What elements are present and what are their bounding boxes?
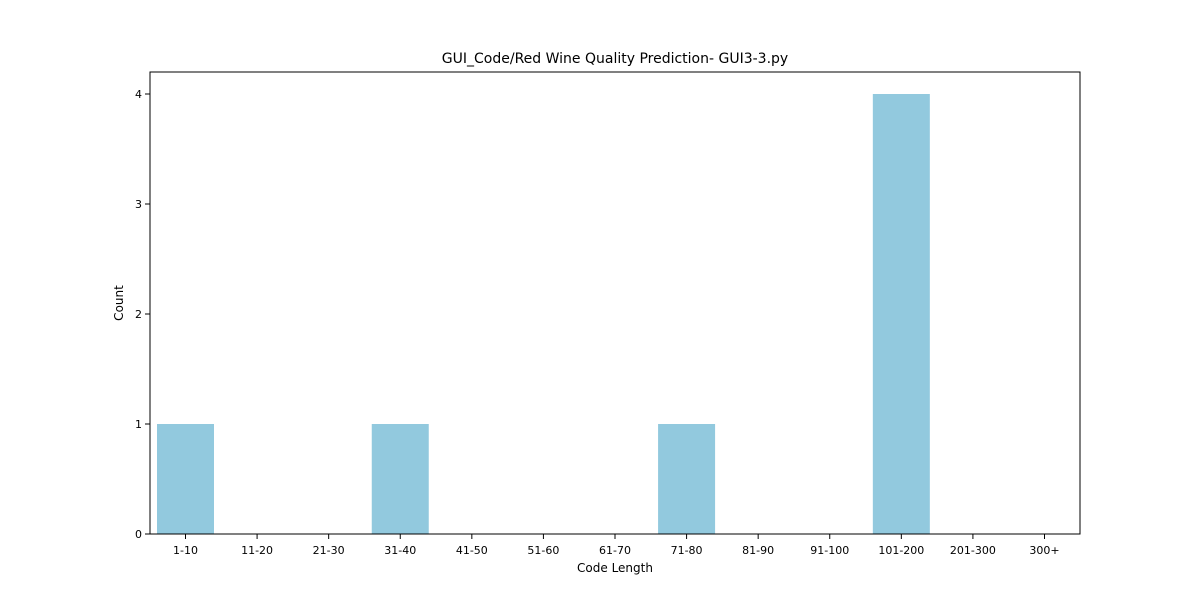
x-axis-label: Code Length [577,561,653,575]
x-tick-label: 41-50 [456,544,488,557]
y-tick-label: 3 [135,198,142,211]
x-tick-label: 71-80 [671,544,703,557]
bar-1-10 [157,424,214,534]
x-tick-label: 61-70 [599,544,631,557]
bar-31-40 [371,424,429,534]
x-tick-label: 31-40 [384,544,416,557]
x-tick-label: 91-100 [810,544,849,557]
y-tick-label: 2 [135,308,142,321]
y-axis-label: Count [112,285,126,321]
bar-71-80 [658,424,716,534]
plot-frame [149,71,1081,535]
x-tick-label: 11-20 [241,544,273,557]
x-tick-label: 81-90 [742,544,774,557]
x-tick-label: 1-10 [173,544,198,557]
x-tick-label: 21-30 [313,544,345,557]
bar-101-200 [872,94,930,534]
x-tick-label: 101-200 [878,544,924,557]
y-tick-label: 0 [135,528,142,541]
y-tick-label: 4 [135,88,142,101]
x-tick-label: 300+ [1029,544,1059,557]
x-tick-label: 201-300 [950,544,996,557]
y-tick-label: 1 [135,418,142,431]
x-tick-label: 51-60 [527,544,559,557]
chart-title: GUI_Code/Red Wine Quality Prediction- GU… [442,51,788,67]
bars-group [157,94,930,534]
x-axis-ticks: 1-10 11-20 21-30 31-40 41-50 51-60 61-70 71-80 8… [173,534,1060,557]
y-axis-ticks: 0 1 2 3 4 [135,88,150,541]
